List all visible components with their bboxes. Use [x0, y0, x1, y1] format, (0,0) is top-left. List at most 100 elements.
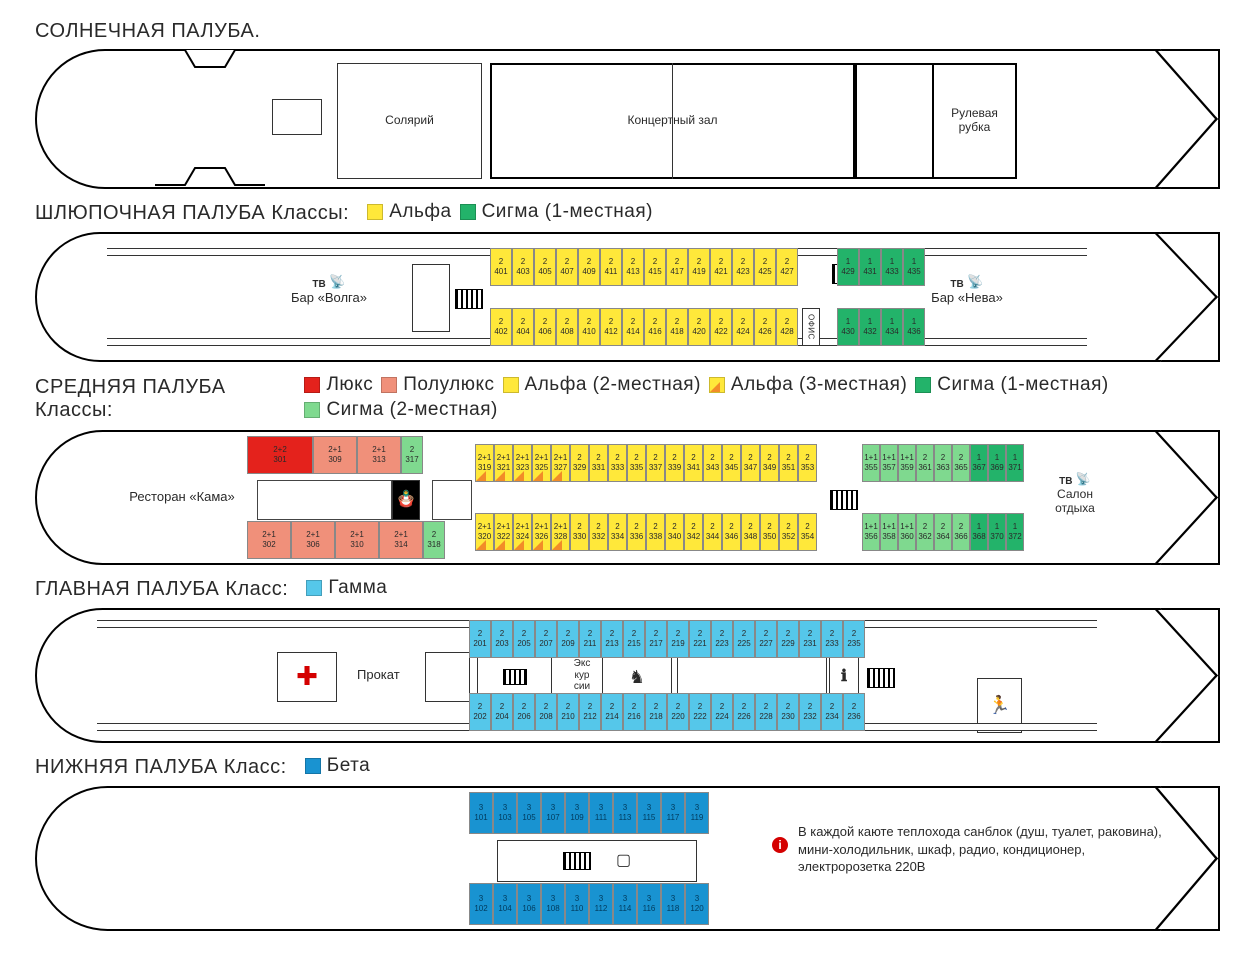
cabin-202[interactable]: 2202 — [469, 693, 491, 731]
cabin-414[interactable]: 2414 — [622, 308, 644, 346]
cabin-306[interactable]: 2+1306 — [291, 521, 335, 559]
cabin-356[interactable]: 1+1356 — [862, 513, 880, 551]
cabin-429[interactable]: 1429 — [837, 248, 859, 286]
cabin-120[interactable]: 3120 — [685, 883, 709, 925]
cabin-203[interactable]: 2203 — [491, 620, 513, 658]
cabin-318[interactable]: 2318 — [423, 521, 445, 559]
cabin-326[interactable]: 2+1326 — [532, 513, 551, 551]
cabin-426[interactable]: 2426 — [754, 308, 776, 346]
cabin-301[interactable]: 2+2301 — [247, 436, 313, 474]
cabin-310[interactable]: 2+1310 — [335, 521, 379, 559]
cabin-412[interactable]: 2412 — [600, 308, 622, 346]
cabin-102[interactable]: 3102 — [469, 883, 493, 925]
cabin-216[interactable]: 2216 — [623, 693, 645, 731]
cabin-415[interactable]: 2415 — [644, 248, 666, 286]
cabin-416[interactable]: 2416 — [644, 308, 666, 346]
cabin-323[interactable]: 2+1323 — [513, 444, 532, 482]
cabin-319[interactable]: 2+1319 — [475, 444, 494, 482]
cabin-201[interactable]: 2201 — [469, 620, 491, 658]
cabin-206[interactable]: 2206 — [513, 693, 535, 731]
cabin-320[interactable]: 2+1320 — [475, 513, 494, 551]
cabin-337[interactable]: 2337 — [646, 444, 665, 482]
cabin-106[interactable]: 3106 — [517, 883, 541, 925]
cabin-235[interactable]: 2235 — [843, 620, 865, 658]
cabin-341[interactable]: 2341 — [684, 444, 703, 482]
cabin-223[interactable]: 2223 — [711, 620, 733, 658]
cabin-110[interactable]: 3110 — [565, 883, 589, 925]
cabin-224[interactable]: 2224 — [711, 693, 733, 731]
cabin-417[interactable]: 2417 — [666, 248, 688, 286]
cabin-208[interactable]: 2208 — [535, 693, 557, 731]
cabin-418[interactable]: 2418 — [666, 308, 688, 346]
cabin-349[interactable]: 2349 — [760, 444, 779, 482]
cabin-351[interactable]: 2351 — [779, 444, 798, 482]
cabin-101[interactable]: 3101 — [469, 792, 493, 834]
cabin-213[interactable]: 2213 — [601, 620, 623, 658]
cabin-367[interactable]: 1367 — [970, 444, 988, 482]
cabin-328[interactable]: 2+1328 — [551, 513, 570, 551]
cabin-342[interactable]: 2342 — [684, 513, 703, 551]
cabin-348[interactable]: 2348 — [741, 513, 760, 551]
cabin-425[interactable]: 2425 — [754, 248, 776, 286]
cabin-335[interactable]: 2335 — [627, 444, 646, 482]
cabin-334[interactable]: 2334 — [608, 513, 627, 551]
cabin-233[interactable]: 2233 — [821, 620, 843, 658]
cabin-410[interactable]: 2410 — [578, 308, 600, 346]
cabin-324[interactable]: 2+1324 — [513, 513, 532, 551]
cabin-108[interactable]: 3108 — [541, 883, 565, 925]
cabin-214[interactable]: 2214 — [601, 693, 623, 731]
cabin-372[interactable]: 1372 — [1006, 513, 1024, 551]
cabin-207[interactable]: 2207 — [535, 620, 557, 658]
cabin-339[interactable]: 2339 — [665, 444, 684, 482]
cabin-369[interactable]: 1369 — [988, 444, 1006, 482]
cabin-333[interactable]: 2333 — [608, 444, 627, 482]
cabin-354[interactable]: 2354 — [798, 513, 817, 551]
cabin-435[interactable]: 1435 — [903, 248, 925, 286]
cabin-366[interactable]: 2366 — [952, 513, 970, 551]
cabin-113[interactable]: 3113 — [613, 792, 637, 834]
cabin-111[interactable]: 3111 — [589, 792, 613, 834]
cabin-420[interactable]: 2420 — [688, 308, 710, 346]
cabin-327[interactable]: 2+1327 — [551, 444, 570, 482]
cabin-421[interactable]: 2421 — [710, 248, 732, 286]
cabin-302[interactable]: 2+1302 — [247, 521, 291, 559]
cabin-332[interactable]: 2332 — [589, 513, 608, 551]
cabin-419[interactable]: 2419 — [688, 248, 710, 286]
cabin-423[interactable]: 2423 — [732, 248, 754, 286]
cabin-370[interactable]: 1370 — [988, 513, 1006, 551]
cabin-314[interactable]: 2+1314 — [379, 521, 423, 559]
cabin-405[interactable]: 2405 — [534, 248, 556, 286]
cabin-432[interactable]: 1432 — [859, 308, 881, 346]
cabin-358[interactable]: 1+1358 — [880, 513, 898, 551]
cabin-404[interactable]: 2404 — [512, 308, 534, 346]
cabin-222[interactable]: 2222 — [689, 693, 711, 731]
cabin-436[interactable]: 1436 — [903, 308, 925, 346]
cabin-424[interactable]: 2424 — [732, 308, 754, 346]
cabin-352[interactable]: 2352 — [779, 513, 798, 551]
cabin-215[interactable]: 2215 — [623, 620, 645, 658]
cabin-220[interactable]: 2220 — [667, 693, 689, 731]
cabin-353[interactable]: 2353 — [798, 444, 817, 482]
cabin-363[interactable]: 2363 — [934, 444, 952, 482]
cabin-232[interactable]: 2232 — [799, 693, 821, 731]
cabin-371[interactable]: 1371 — [1006, 444, 1024, 482]
cabin-346[interactable]: 2346 — [722, 513, 741, 551]
cabin-103[interactable]: 3103 — [493, 792, 517, 834]
cabin-209[interactable]: 2209 — [557, 620, 579, 658]
cabin-331[interactable]: 2331 — [589, 444, 608, 482]
cabin-345[interactable]: 2345 — [722, 444, 741, 482]
cabin-226[interactable]: 2226 — [733, 693, 755, 731]
cabin-336[interactable]: 2336 — [627, 513, 646, 551]
cabin-347[interactable]: 2347 — [741, 444, 760, 482]
cabin-427[interactable]: 2427 — [776, 248, 798, 286]
cabin-313[interactable]: 2+1313 — [357, 436, 401, 474]
cabin-116[interactable]: 3116 — [637, 883, 661, 925]
cabin-362[interactable]: 2362 — [916, 513, 934, 551]
cabin-107[interactable]: 3107 — [541, 792, 565, 834]
cabin-364[interactable]: 2364 — [934, 513, 952, 551]
cabin-234[interactable]: 2234 — [821, 693, 843, 731]
cabin-434[interactable]: 1434 — [881, 308, 903, 346]
cabin-431[interactable]: 1431 — [859, 248, 881, 286]
cabin-217[interactable]: 2217 — [645, 620, 667, 658]
cabin-227[interactable]: 2227 — [755, 620, 777, 658]
